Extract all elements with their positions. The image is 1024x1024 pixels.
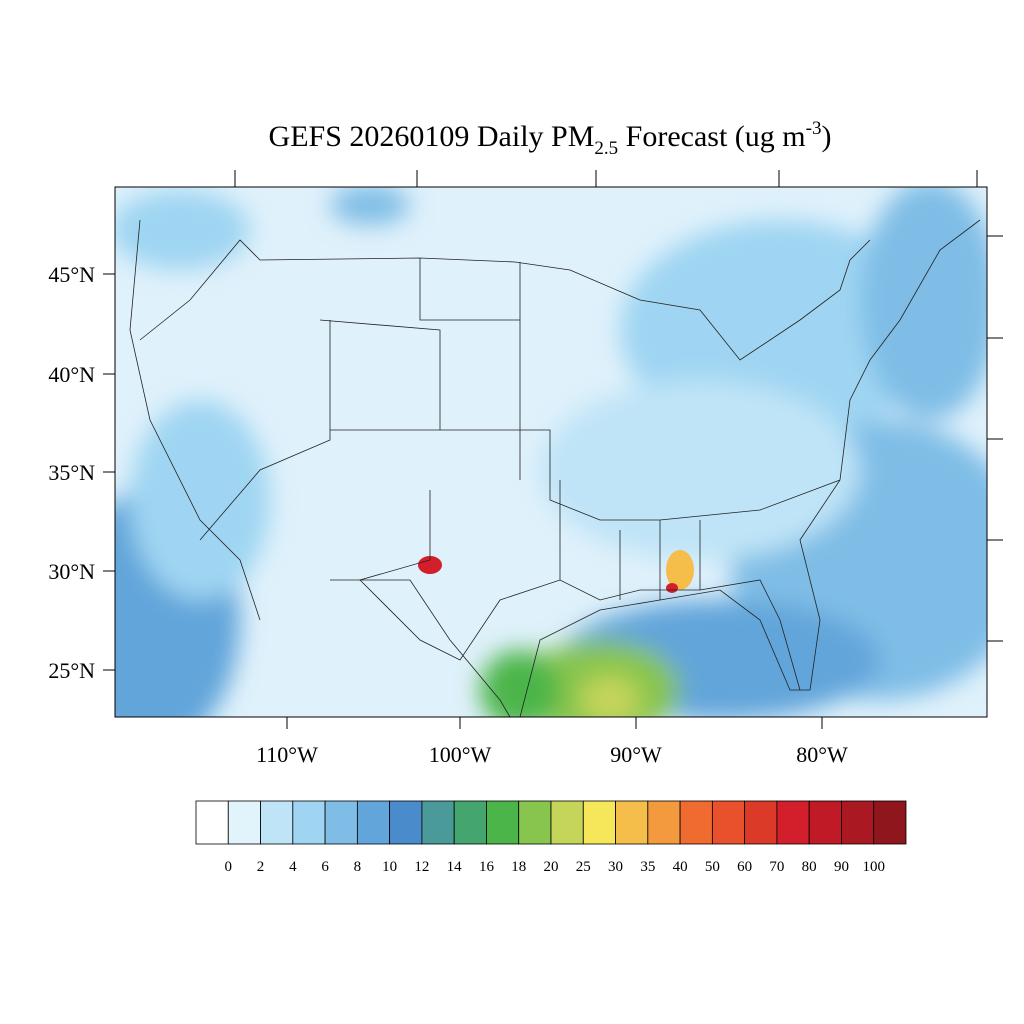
lat-label: 25°N: [48, 658, 95, 683]
state-borders: [129, 219, 981, 718]
colorbar-box: [195, 800, 229, 845]
title: GEFS 20260109 Daily PM2.5 Forecast (ug m…: [269, 118, 832, 159]
colorbar-box: [808, 800, 842, 845]
colorbar-box: [582, 800, 616, 845]
title-superscript: -3: [806, 118, 822, 139]
colorbar-label: 8: [354, 859, 362, 875]
colorbar-label: 20: [544, 859, 559, 875]
colorbar-label: 40: [673, 859, 688, 875]
colorbar-box: [615, 800, 649, 845]
colorbar-label: 2: [257, 859, 265, 875]
lat-label: 30°N: [48, 559, 95, 584]
colorbar-label: 4: [289, 859, 297, 875]
colorbar-label: 60: [737, 859, 752, 875]
colorbar: 0 2 4 6 8 10 12 14 16 18 20 25 30 35 40 50 60 70 80 90 100: [195, 800, 907, 875]
map-frame: [114, 186, 988, 718]
colorbar-label: 70: [769, 859, 784, 875]
colorbar-box: [647, 800, 681, 845]
colorbar-label: 35: [640, 859, 655, 875]
colorbar-box: [841, 800, 875, 845]
colorbar-label: 10: [382, 859, 397, 875]
colorbar-box: [227, 800, 261, 845]
colorbar-label: 18: [511, 859, 526, 875]
colorbar-label: 6: [321, 859, 329, 875]
colorbar-box: [260, 800, 294, 845]
colorbar-box: [421, 800, 455, 845]
colorbar-label: 30: [608, 859, 623, 875]
colorbar-label: 0: [225, 859, 233, 875]
colorbar-label: 80: [802, 859, 817, 875]
colorbar-box: [453, 800, 487, 845]
colorbar-label: 50: [705, 859, 720, 875]
lat-label: 45°N: [48, 262, 95, 287]
colorbar-box: [744, 800, 778, 845]
colorbar-box: [324, 800, 358, 845]
lon-label: 80°W: [796, 742, 848, 767]
colorbar-box: [873, 800, 907, 845]
colorbar-box: [518, 800, 552, 845]
colorbar-box: [776, 800, 810, 845]
lon-label: 110°W: [256, 742, 318, 767]
lat-label: 35°N: [48, 460, 95, 485]
colorbar-box: [389, 800, 423, 845]
title-text: ): [821, 120, 831, 153]
colorbar-label: 16: [479, 859, 495, 875]
lon-label: 100°W: [429, 742, 492, 767]
colorbar-label: 25: [576, 859, 591, 875]
map-ticks: 45°N 40°N 35°N 30°N 25°N 110°W 100°W 90°W 80°W: [48, 170, 1003, 767]
colorbar-label: 12: [414, 859, 429, 875]
colorbar-box: [356, 800, 391, 845]
title-text: Forecast (ug m: [618, 120, 805, 153]
title-subscript: 2.5: [594, 138, 618, 159]
colorbar-box: [711, 800, 746, 845]
colorbar-label: 100: [862, 859, 885, 875]
title-text: GEFS 20260109 Daily PM: [269, 120, 595, 153]
lon-label: 90°W: [610, 742, 662, 767]
colorbar-box: [486, 800, 520, 845]
colorbar-box: [679, 800, 713, 845]
map-field: [115, 187, 987, 717]
colorbar-label: 14: [447, 859, 463, 875]
colorbar-label: 90: [834, 859, 849, 875]
colorbar-box: [292, 800, 326, 845]
lat-label: 40°N: [48, 362, 95, 387]
colorbar-box: [550, 800, 584, 845]
